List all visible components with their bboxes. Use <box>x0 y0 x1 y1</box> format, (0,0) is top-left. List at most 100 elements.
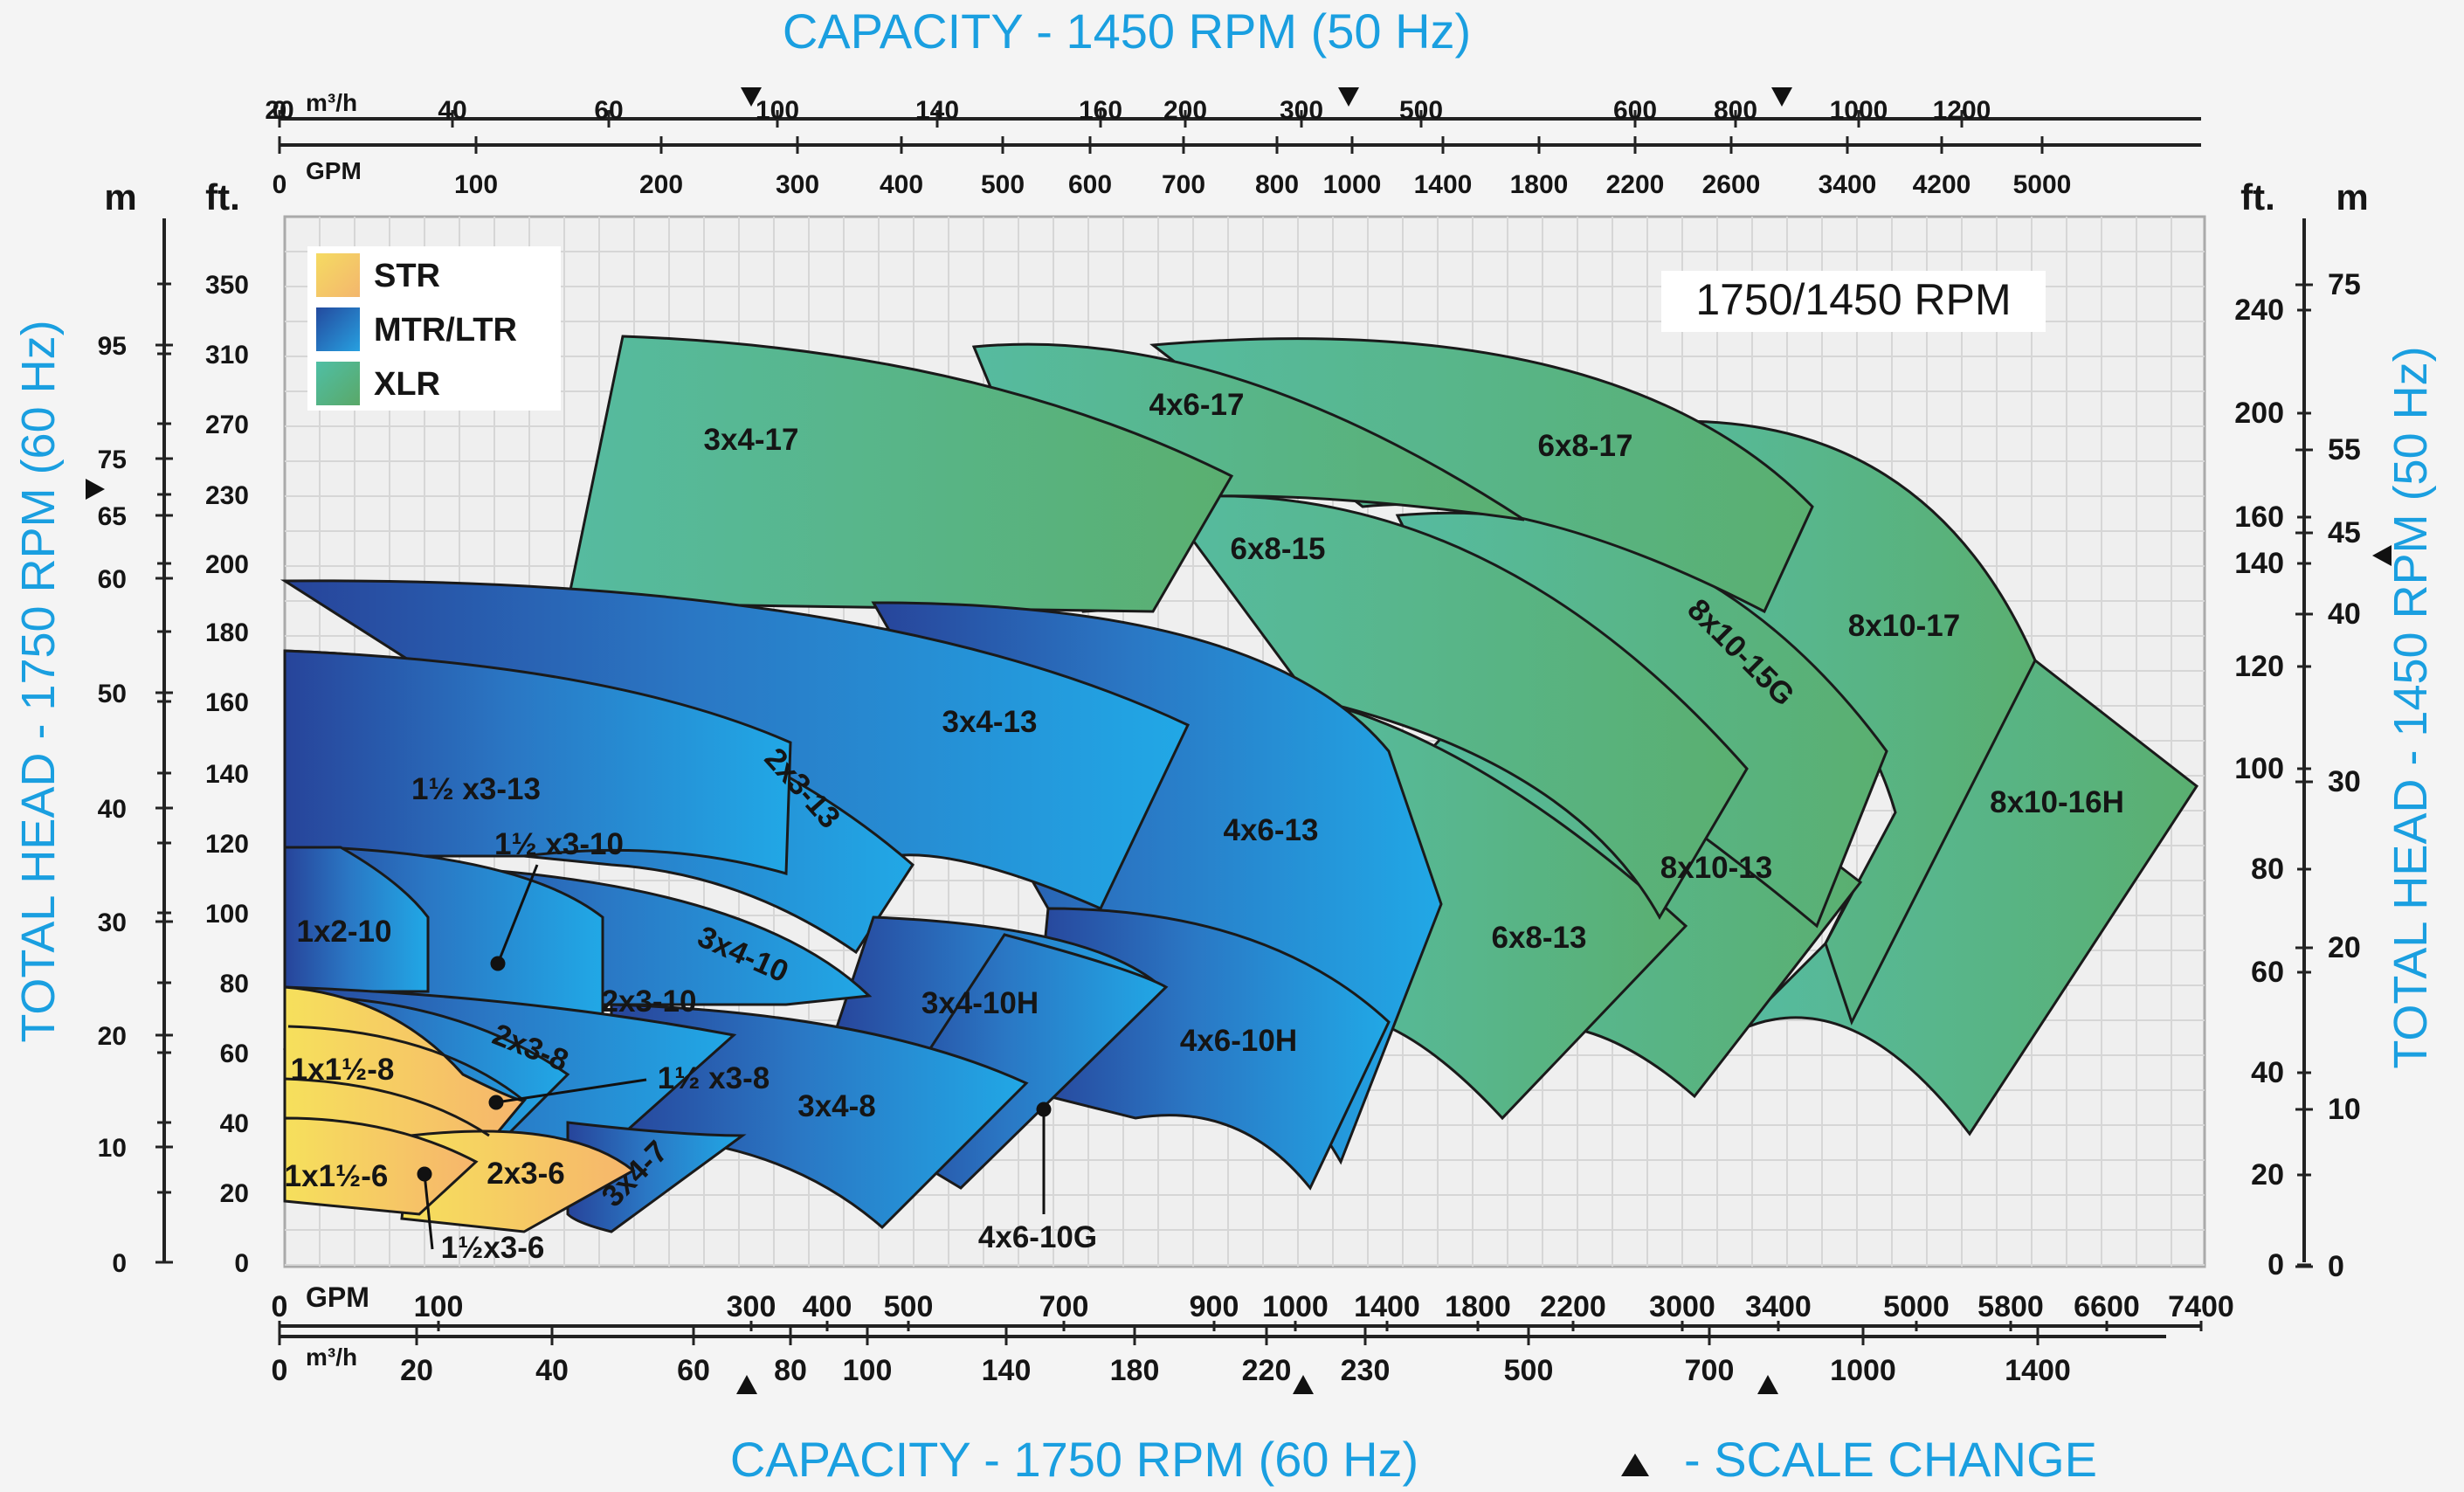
label-1x1-5-6: 1x1½-6 <box>285 1159 389 1193</box>
top-unit-m3h: m³/h <box>306 89 357 116</box>
bottom-m3h-tick-label: 20 <box>400 1354 433 1387</box>
right-m-tick-label: 0 <box>2328 1250 2344 1283</box>
left-ft-tick-label: 40 <box>220 1109 249 1138</box>
bottom-unit-gpm: GPM <box>306 1281 369 1313</box>
left-m-tick-label: 30 <box>98 908 127 937</box>
curve-3x4-17 <box>566 335 1234 613</box>
right-unit-ft: ft. <box>2240 176 2275 218</box>
top-gpm-tick-label: 500 <box>981 170 1025 199</box>
label-8x10-16h: 8x10-16H <box>1990 785 2124 819</box>
right-unit-m: m <box>2336 176 2368 218</box>
bottom-m3h-tick-label: 100 <box>843 1354 893 1387</box>
curve-1x1-5-6 <box>283 1116 479 1216</box>
right-ft-tick-label: 200 <box>2234 397 2284 430</box>
right-ft-tick-label: 120 <box>2234 650 2284 683</box>
label-1-5x3-8: 1½ x3-8 <box>658 1061 770 1095</box>
curve-3x4-7 <box>566 1121 747 1233</box>
leader-lines <box>417 864 1052 1250</box>
left-unit-ft: ft. <box>205 176 240 218</box>
label-1-5x3-10: 1½ x3-10 <box>494 827 624 861</box>
top-gpm-tick-label: 5000 <box>2013 170 2072 199</box>
top-m3h-tick-label: 60 <box>594 96 623 125</box>
top-gpm-tick-label: 2600 <box>1702 170 1761 199</box>
scale-change-marker-icon <box>1338 87 1359 107</box>
top-gpm-tick-label: 0 <box>273 170 287 199</box>
right-ft-tick-label: 160 <box>2234 501 2284 534</box>
top-m3h-tick-label: 100 <box>756 96 799 125</box>
top-m3h-tick-label: 160 <box>1079 96 1122 125</box>
top-m3h-tick-label: 20 <box>265 96 293 125</box>
label-8x10-17: 8x10-17 <box>1848 609 1960 643</box>
top-m3h-tick-label: 40 <box>438 96 466 125</box>
bottom-m3h-tick-label: 1400 <box>2005 1354 2071 1387</box>
scale-change-marker-icon <box>1771 87 1792 107</box>
bottom-m3h-tick-label: 220 <box>1242 1354 1292 1387</box>
top-m3h-tick-label: 600 <box>1613 96 1657 125</box>
bottom-gpm-tick-label: 1400 <box>1354 1290 1420 1323</box>
label-3x4-17: 3x4-17 <box>704 423 799 457</box>
left-unit-m: m <box>104 176 136 218</box>
bottom-m3h-tick-label: 500 <box>1504 1354 1554 1387</box>
top-unit-gpm: GPM <box>306 157 362 184</box>
y-axis-title-right: TOTAL HEAD - 1450 RPM (50 Hz) <box>2385 346 2437 1068</box>
bottom-gpm-tick-label: 900 <box>1190 1290 1239 1323</box>
bottom-m3h-tick-label: 140 <box>982 1354 1032 1387</box>
bottom-gpm-tick-label: 7400 <box>2168 1290 2234 1323</box>
bottom-m3h-tick-label: 0 <box>272 1354 288 1387</box>
scale-change-label: - SCALE CHANGE <box>1684 1432 2097 1487</box>
right-ft-tick-label: 60 <box>2251 956 2284 989</box>
xlr-family <box>566 335 2199 1136</box>
top-gpm-tick-label: 100 <box>454 170 498 199</box>
bottom-gpm-tick-label: 400 <box>803 1290 852 1323</box>
left-ft-tick-label: 270 <box>205 411 249 439</box>
left-m-tick-label: 95 <box>98 332 127 361</box>
label-4x6-17: 4x6-17 <box>1149 388 1245 422</box>
left-m-tick-label: 0 <box>112 1249 127 1278</box>
bottom-gpm-tick-label: 100 <box>414 1290 464 1323</box>
bottom-m3h-tick-label: 700 <box>1685 1354 1735 1387</box>
top-gpm-tick-label: 2200 <box>1606 170 1665 199</box>
right-ft-tick-label: 100 <box>2234 752 2284 785</box>
label-1-5x3-6: 1½x3-6 <box>441 1231 545 1265</box>
label-8x10-13: 8x10-13 <box>1660 851 1772 885</box>
label-6x8-13: 6x8-13 <box>1492 921 1587 955</box>
legend-label-xlr: XLR <box>374 366 440 403</box>
left-m-tick-label: 65 <box>98 502 127 531</box>
left-m-tick-label: 20 <box>98 1022 127 1051</box>
right-m-tick-label: 20 <box>2328 931 2361 964</box>
label-2x3-6: 2x3-6 <box>487 1157 565 1191</box>
left-ft-tick-label: 100 <box>205 900 249 929</box>
top-m3h-tick-label: 300 <box>1280 96 1323 125</box>
speed-label: 1750/1450 RPM <box>1695 275 2011 324</box>
bottom-gpm-tick-label: 500 <box>884 1290 934 1323</box>
bottom-m3h-tick-label: 230 <box>1341 1354 1391 1387</box>
bottom-m3h-tick-label: 40 <box>535 1354 569 1387</box>
bottom-gpm-tick-label: 1800 <box>1445 1290 1511 1323</box>
left-ft-tick-label: 160 <box>205 688 249 717</box>
bottom-gpm-tick-label: 5000 <box>1883 1290 1950 1323</box>
bottom-gpm-tick-label: 2200 <box>1540 1290 1606 1323</box>
right-ft-tick-label: 20 <box>2251 1158 2284 1192</box>
label-3x4-13: 3x4-13 <box>942 705 1038 739</box>
left-ft-tick-label: 350 <box>205 271 249 300</box>
label-1x1-5-8: 1x1½-8 <box>291 1053 395 1087</box>
top-gpm-tick-label: 1400 <box>1414 170 1473 199</box>
bottom-m3h-tick-label: 80 <box>774 1354 807 1387</box>
bottom-unit-m3h: m³/h <box>306 1343 357 1371</box>
label-4x6-13: 4x6-13 <box>1224 813 1319 847</box>
bottom-gpm-tick-label: 3000 <box>1649 1290 1715 1323</box>
left-ft-tick-label: 310 <box>205 341 249 370</box>
bottom-gpm-tick-label: 1000 <box>1262 1290 1329 1323</box>
top-m3h-tick-label: 1000 <box>1830 96 1888 125</box>
tick-labels: 20 40 60 100 140 160 200 300 500 600 800 1000 120000… <box>98 96 2361 1387</box>
scale-change-marker-icon <box>2372 545 2392 566</box>
right-m-tick-label: 75 <box>2328 268 2361 301</box>
y-axis-title: TOTAL HEAD - 1750 RPM (60 Hz) <box>12 320 65 1042</box>
scale-change-markers <box>86 87 2392 1394</box>
label-6x8-17: 6x8-17 <box>1538 429 1633 463</box>
right-m-tick-label: 40 <box>2328 597 2361 631</box>
bottom-m3h-tick-label: 1000 <box>1830 1354 1896 1387</box>
top-gpm-tick-label: 1000 <box>1323 170 1382 199</box>
tick-marks <box>155 110 2313 1345</box>
